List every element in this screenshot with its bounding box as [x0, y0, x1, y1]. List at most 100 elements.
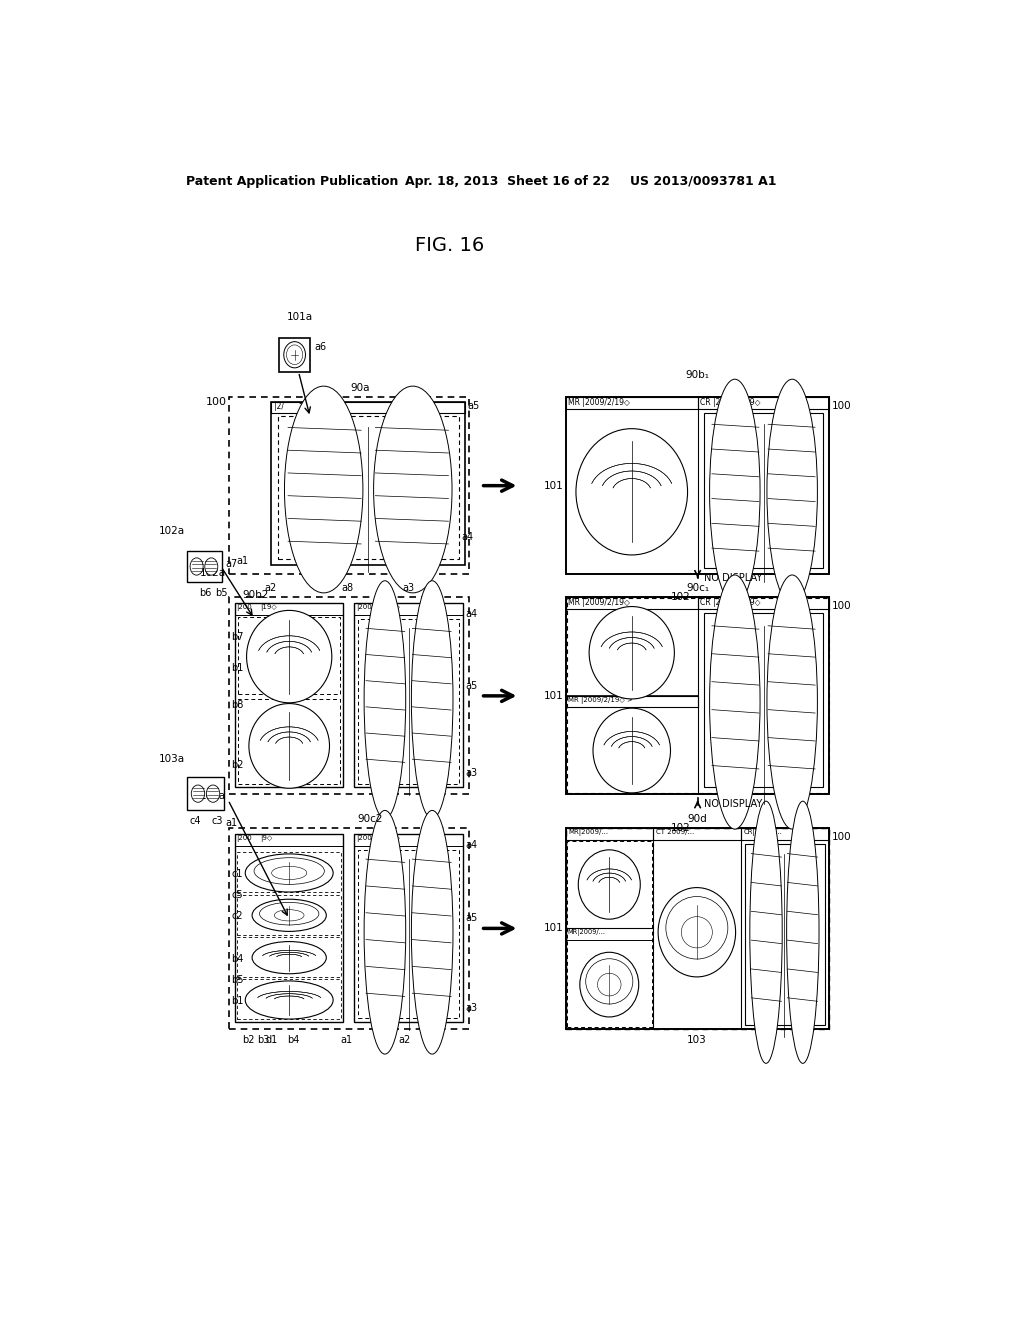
Text: FIG. 16: FIG. 16 — [415, 236, 484, 255]
Text: c1: c1 — [231, 869, 243, 879]
Ellipse shape — [285, 387, 362, 593]
Bar — [278, 416, 459, 558]
Bar — [354, 603, 463, 788]
Text: a4: a4 — [465, 609, 477, 619]
Text: CR|2009/...: CR|2009/... — [743, 829, 782, 836]
Bar — [238, 618, 340, 694]
Text: MR |2009/2/19◇: MR |2009/2/19◇ — [568, 397, 630, 407]
Bar — [280, 338, 310, 372]
Bar — [744, 843, 824, 1024]
Text: a3: a3 — [465, 768, 477, 779]
Bar — [354, 834, 463, 846]
Text: CR |2009/2/19◇: CR |2009/2/19◇ — [700, 397, 761, 407]
Bar — [697, 397, 829, 409]
Bar — [228, 397, 469, 574]
Bar — [566, 598, 829, 793]
Text: b1: b1 — [231, 997, 244, 1006]
Text: a4: a4 — [461, 532, 473, 543]
Text: a1: a1 — [237, 557, 249, 566]
Text: b1: b1 — [231, 663, 244, 673]
Bar — [238, 979, 341, 1019]
Text: 103a: 103a — [201, 792, 226, 801]
Bar — [566, 829, 653, 840]
Text: b7: b7 — [231, 631, 244, 642]
Text: |200: |200 — [237, 836, 252, 842]
Bar — [358, 850, 459, 1019]
Ellipse shape — [374, 387, 452, 593]
Text: 90c2: 90c2 — [357, 814, 383, 825]
Bar — [354, 603, 463, 615]
Bar — [566, 829, 829, 1028]
Ellipse shape — [412, 810, 453, 1055]
Text: a2: a2 — [398, 1035, 411, 1044]
Text: 100: 100 — [831, 832, 851, 842]
Ellipse shape — [767, 576, 817, 829]
Bar — [238, 937, 341, 977]
Text: a5: a5 — [465, 913, 477, 924]
Text: 90b2: 90b2 — [243, 590, 269, 599]
Text: a7: a7 — [225, 560, 238, 569]
Text: a5: a5 — [465, 681, 477, 690]
Text: a3: a3 — [465, 1003, 477, 1014]
Text: MR|2009/...: MR|2009/... — [567, 929, 605, 936]
Bar — [358, 619, 459, 784]
Text: c2: c2 — [231, 912, 243, 921]
Text: b6: b6 — [200, 589, 212, 598]
Ellipse shape — [284, 342, 305, 368]
Text: a3: a3 — [402, 583, 415, 594]
Bar — [653, 829, 741, 840]
Bar — [234, 603, 343, 788]
Bar — [697, 598, 829, 609]
Bar — [566, 397, 697, 409]
Bar — [271, 401, 465, 565]
Text: |2009/2/19◇: |2009/2/19◇ — [356, 605, 399, 611]
Ellipse shape — [593, 708, 671, 793]
Text: b5: b5 — [215, 589, 227, 598]
Text: b2: b2 — [231, 760, 244, 771]
Text: 101a: 101a — [287, 313, 313, 322]
Ellipse shape — [710, 379, 760, 605]
Bar — [566, 829, 829, 1028]
Bar — [234, 834, 343, 1022]
Ellipse shape — [365, 810, 406, 1055]
Text: CT 2009/...: CT 2009/... — [655, 829, 694, 836]
Text: 100: 100 — [831, 601, 851, 611]
Bar — [234, 834, 343, 846]
Ellipse shape — [575, 429, 687, 554]
Text: NO DISPLAY: NO DISPLAY — [703, 573, 762, 583]
Bar — [354, 834, 463, 1022]
Ellipse shape — [767, 379, 817, 605]
Ellipse shape — [247, 610, 332, 702]
Text: b4: b4 — [231, 954, 244, 964]
Text: 102: 102 — [671, 822, 690, 833]
Text: a1: a1 — [225, 817, 237, 828]
Text: c4: c4 — [189, 816, 201, 826]
Text: a2: a2 — [264, 583, 276, 594]
Bar — [228, 598, 469, 793]
Text: b5: b5 — [231, 975, 244, 985]
Bar — [703, 413, 823, 568]
Text: 101: 101 — [544, 690, 563, 701]
Bar — [566, 598, 697, 609]
Text: d1: d1 — [265, 1035, 278, 1044]
Text: a8: a8 — [341, 583, 353, 594]
Text: MR|2009/...: MR|2009/... — [568, 829, 608, 836]
Ellipse shape — [589, 607, 675, 700]
Bar — [566, 598, 828, 793]
Bar — [228, 829, 469, 1028]
Text: MR |2009/2/19◇: MR |2009/2/19◇ — [568, 598, 630, 607]
Text: 100: 100 — [831, 401, 851, 411]
Text: |2/: |2/ — [273, 403, 284, 412]
Ellipse shape — [579, 850, 640, 919]
Bar — [566, 696, 697, 708]
Text: 103: 103 — [687, 1035, 707, 1044]
Ellipse shape — [190, 558, 203, 576]
Text: Apr. 18, 2013  Sheet 16 of 22: Apr. 18, 2013 Sheet 16 of 22 — [406, 174, 610, 187]
Bar — [187, 552, 222, 582]
Text: 103a: 103a — [159, 754, 184, 763]
Text: |19◇: |19◇ — [260, 605, 276, 611]
Bar — [234, 603, 343, 615]
Text: Patent Application Publication: Patent Application Publication — [186, 174, 398, 187]
Text: b4: b4 — [287, 1035, 299, 1044]
Ellipse shape — [205, 558, 218, 576]
